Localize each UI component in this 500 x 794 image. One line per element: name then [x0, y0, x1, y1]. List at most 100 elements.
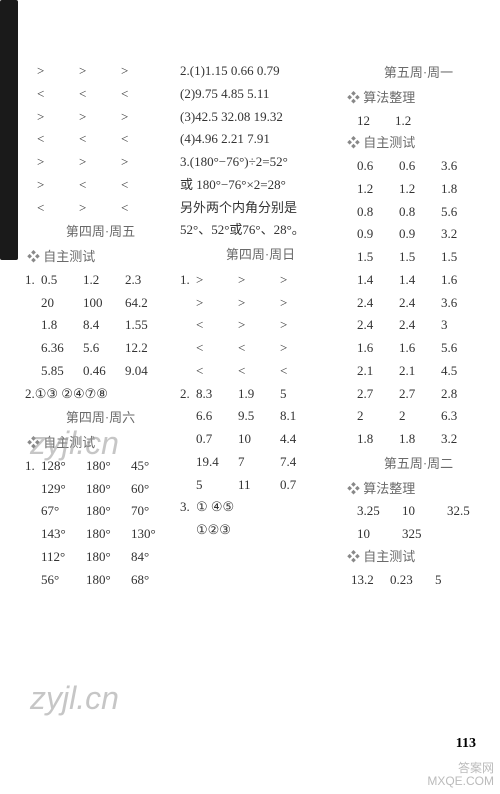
- row-label: 1.: [25, 455, 41, 478]
- data-cell: 19.4: [196, 451, 238, 474]
- data-cell: 10: [357, 523, 402, 546]
- data-row: <>>: [180, 314, 341, 337]
- data-cell: 6.3: [441, 405, 483, 428]
- data-cell: 9.5: [238, 405, 280, 428]
- q3b-line: 3.① ④⑤: [180, 496, 341, 519]
- data-cell: 3.25: [357, 500, 402, 523]
- data-row: 1.0.51.22.3: [25, 269, 176, 292]
- data-cell: 0.9: [357, 223, 399, 246]
- test-row: 2.72.72.8: [345, 383, 492, 406]
- data-row: 6.365.612.2: [25, 337, 176, 360]
- data-cell: 2.1: [399, 360, 441, 383]
- data-cell: 5.6: [441, 337, 483, 360]
- site-logo: 答案网 MXQE.COM: [427, 762, 494, 788]
- data-cell: 70°: [131, 500, 176, 523]
- data-cell: 8.4: [83, 314, 125, 337]
- data-cell: 2.1: [357, 360, 399, 383]
- data-cell: 325: [402, 523, 447, 546]
- q2-circled: 2.①③ ②④⑦⑧: [25, 383, 176, 406]
- q3-line: 3.(180°−76°)÷2=52°: [180, 151, 341, 174]
- data-cell: 2.4: [357, 314, 399, 337]
- data-row: <<<: [180, 360, 341, 383]
- data-row: 5110.7: [180, 474, 341, 497]
- data-cell: >: [280, 314, 322, 337]
- test-row: 1.61.65.6: [345, 337, 492, 360]
- content-area: >>><<<>>><<<>>>><<<>< 第四周·周五 ❖ 自主测试 1.0.…: [25, 60, 490, 740]
- data-cell: >: [238, 269, 280, 292]
- data-cell: 10: [238, 428, 280, 451]
- data-cell: 32.5: [447, 500, 492, 523]
- data-cell: 129°: [41, 478, 86, 501]
- data-cell: 0.7: [196, 428, 238, 451]
- q2-line: (4)4.96 2.21 7.91: [180, 128, 341, 151]
- data-cell: 130°: [131, 523, 176, 546]
- data-row: 143°180°130°: [25, 523, 176, 546]
- alg2-row: 10325: [345, 523, 492, 546]
- data-cell: 1.2: [399, 178, 441, 201]
- data-cell: <: [109, 83, 151, 106]
- data-cell: 1.6: [399, 337, 441, 360]
- diamond-icon: ❖: [347, 135, 363, 150]
- alg2-row: 3.251032.5: [345, 500, 492, 523]
- data-cell: [447, 523, 492, 546]
- q2-line: 2.(1)1.15 0.66 0.79: [180, 60, 341, 83]
- data-cell: 6.6: [196, 405, 238, 428]
- column-3: 第五周·周一 ❖ 算法整理 12 1.2 ❖ 自主测试 0.60.63.61.2…: [341, 60, 492, 740]
- data-cell: 1.5: [357, 246, 399, 269]
- data-cell: 0.5: [41, 269, 83, 292]
- q2-line: (2)9.75 4.85 5.11: [180, 83, 341, 106]
- test-row: 226.3: [345, 405, 492, 428]
- data-cell: 180°: [86, 523, 131, 546]
- data-cell: <: [67, 174, 109, 197]
- data-cell: 1.9: [238, 383, 280, 406]
- data-cell: 5.6: [441, 201, 483, 224]
- data-cell: 2.4: [399, 314, 441, 337]
- data-cell: 100: [83, 292, 125, 315]
- data-row: 129°180°60°: [25, 478, 176, 501]
- data-cell: 3: [441, 314, 483, 337]
- data-cell: <: [67, 128, 109, 151]
- data-row: 1.>>>: [180, 269, 341, 292]
- data-cell: 2: [399, 405, 441, 428]
- data-cell: 180°: [86, 546, 131, 569]
- row-label: 2.: [180, 383, 196, 406]
- data-cell: 2.4: [357, 292, 399, 315]
- data-cell: 180°: [86, 478, 131, 501]
- data-cell: >: [280, 292, 322, 315]
- alg-header-1: ❖ 算法整理: [345, 87, 492, 110]
- data-cell: <: [109, 128, 151, 151]
- data-cell: 1.5: [399, 246, 441, 269]
- data-cell: 67°: [41, 500, 86, 523]
- data-cell: 2.7: [399, 383, 441, 406]
- data-row: 2.8.31.95: [180, 383, 341, 406]
- row-label: 1.: [25, 269, 41, 292]
- data-cell: 1.5: [441, 246, 483, 269]
- self-test-header-3: ❖ 自主测试: [345, 132, 492, 155]
- q3-line: 52°、52°或76°、28°。: [180, 219, 341, 242]
- data-cell: 2.4: [399, 292, 441, 315]
- q2-line: (3)42.5 32.08 19.32: [180, 106, 341, 129]
- data-cell: <: [109, 197, 151, 220]
- data-cell: 0.8: [399, 201, 441, 224]
- data-cell: 4.4: [280, 428, 322, 451]
- data-cell: <: [196, 360, 238, 383]
- data-row: 67°180°70°: [25, 500, 176, 523]
- data-cell: 11: [238, 474, 280, 497]
- column-1: >>><<<>>><<<>>>><<<>< 第四周·周五 ❖ 自主测试 1.0.…: [25, 60, 176, 740]
- data-cell: 4.5: [441, 360, 483, 383]
- week4-sun-header: 第四周·周日: [180, 242, 341, 269]
- week5-mon-header: 第五周·周一: [345, 60, 492, 87]
- data-cell: 1.4: [399, 269, 441, 292]
- test-row: 2.42.43.6: [345, 292, 492, 315]
- data-cell: 64.2: [125, 292, 167, 315]
- data-cell: <: [238, 337, 280, 360]
- data-cell: 0.9: [399, 223, 441, 246]
- data-cell: 5: [196, 474, 238, 497]
- test-row: 2.12.14.5: [345, 360, 492, 383]
- data-cell: 7.4: [280, 451, 322, 474]
- compare-row: <<<: [25, 128, 176, 151]
- page-number: 113: [456, 736, 476, 752]
- self-test-header-1: ❖ 自主测试: [25, 246, 176, 269]
- q3-line: 另外两个内角分别是: [180, 197, 341, 220]
- self-test-header-4: ❖ 自主测试: [345, 546, 492, 569]
